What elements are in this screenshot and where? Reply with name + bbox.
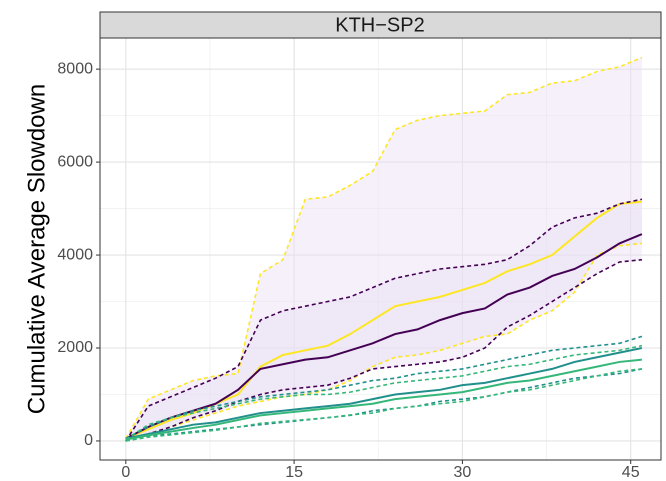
x-tick-label: 45 (622, 464, 640, 481)
ribbon (125, 57, 642, 441)
x-tick-label: 0 (121, 464, 130, 481)
x-tick-label: 15 (285, 464, 303, 481)
series-line (125, 358, 643, 441)
y-tick-label: 0 (84, 432, 93, 449)
panel-border (99, 37, 662, 461)
y-axis-label: Cumulative Average Slowdown (23, 84, 50, 414)
y-tick-label: 8000 (57, 60, 93, 77)
series-line (125, 335, 643, 440)
series-line (125, 344, 643, 441)
facet-strip (99, 11, 662, 39)
y-tick-label: 6000 (57, 153, 93, 170)
series-line (125, 233, 643, 440)
facet-title: KTH−SP2 (335, 14, 424, 36)
series-line (125, 368, 643, 442)
x-tick-label: 30 (454, 464, 472, 481)
series-line (125, 198, 643, 442)
y-tick-label: 2000 (57, 339, 93, 356)
series-line (125, 56, 643, 440)
y-tick-label: 4000 (57, 246, 93, 263)
series-line (125, 347, 643, 440)
series-line (125, 258, 643, 442)
series-line (125, 368, 643, 442)
ribbon (125, 199, 642, 441)
